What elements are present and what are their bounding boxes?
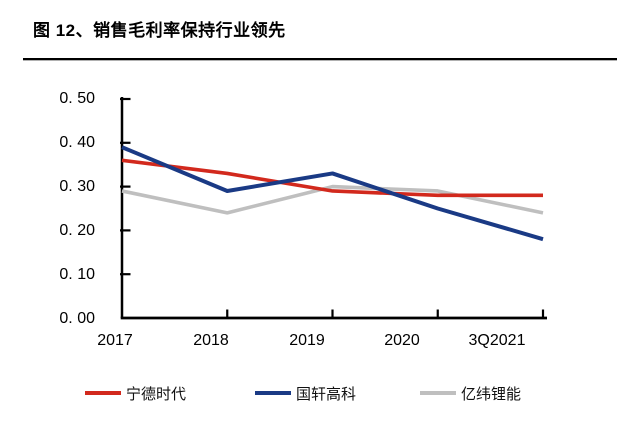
- y-tick-label: 0. 50: [59, 90, 95, 107]
- legend-label: 亿纬锂能: [461, 385, 522, 403]
- legend-label: 国轩高科: [296, 385, 357, 403]
- legend-line-swatch: [420, 391, 456, 395]
- series-line-0: [121, 158, 543, 198]
- x-tick-label: 3Q2021: [468, 332, 526, 349]
- series-line-2: [121, 184, 544, 215]
- legend-line-swatch: [85, 391, 121, 395]
- x-tick-label: 2020: [384, 332, 420, 349]
- x-tick-label: 2018: [193, 332, 229, 349]
- y-tick-label: 0. 40: [59, 134, 95, 151]
- figure-title: 图 12、销售毛利率保持行业领先: [33, 21, 286, 40]
- legend-item: 国轩高科: [255, 384, 357, 403]
- series-line-1: [121, 145, 544, 242]
- y-tick-label: 0. 20: [59, 222, 95, 239]
- legend-item: 宁德时代: [85, 384, 187, 403]
- legend-item: 亿纬锂能: [420, 384, 522, 403]
- legend-line-swatch: [255, 391, 291, 395]
- legend-label: 宁德时代: [126, 385, 187, 403]
- y-tick-label: 0. 30: [59, 178, 95, 195]
- x-tick-label: 2017: [97, 332, 133, 349]
- y-tick-label: 0. 00: [59, 310, 95, 327]
- x-tick-label: 2019: [289, 332, 325, 349]
- y-tick-label: 0. 10: [59, 266, 95, 283]
- title-divider: [23, 58, 617, 61]
